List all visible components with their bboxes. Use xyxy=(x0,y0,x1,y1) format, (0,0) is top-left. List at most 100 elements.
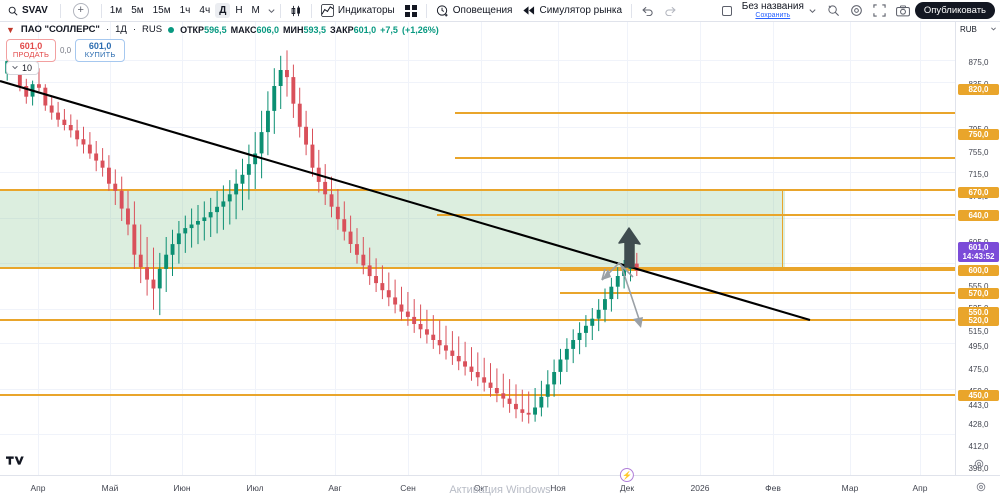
time-tick-2026: 2026 xyxy=(690,483,710,493)
level-label-570[interactable]: 570,0 xyxy=(958,288,999,299)
symbol-search[interactable]: SVAV xyxy=(0,0,56,22)
gridline-h xyxy=(0,343,955,344)
replay-icon xyxy=(522,5,535,16)
legend-separator: · xyxy=(132,24,136,35)
price-scale[interactable]: RUB 875,0 835,0 795,0 755,0 715,0 675,0 … xyxy=(955,22,1000,498)
chart-pane[interactable] xyxy=(0,22,955,475)
chevron-down-icon xyxy=(11,63,19,73)
quick-search-button[interactable] xyxy=(822,2,845,19)
symbol-label: SVAV xyxy=(22,5,48,16)
currency-selector[interactable]: RUB xyxy=(960,25,997,34)
timeframe-4h[interactable]: 4ч xyxy=(199,5,211,16)
ohlc-open-key: ОТКР xyxy=(180,24,205,35)
alerts-label: Оповещения xyxy=(452,5,513,16)
chevron-down-icon[interactable] xyxy=(267,6,276,15)
layout-name-button[interactable]: Без названия Сохранить xyxy=(737,0,822,21)
ohlc-high-key: МАКС xyxy=(230,24,257,35)
redo-button[interactable] xyxy=(659,3,682,18)
layouts-button[interactable] xyxy=(400,3,422,19)
level-label-520[interactable]: 520,0 xyxy=(958,315,999,326)
buy-button[interactable]: 601,0 КУПИТЬ xyxy=(75,39,126,63)
chevron-down-icon xyxy=(990,25,997,34)
search-icon xyxy=(8,6,18,16)
tradingview-logo-icon xyxy=(6,456,24,465)
divider xyxy=(100,3,102,18)
redo-icon xyxy=(664,5,677,16)
add-symbol-button[interactable]: + xyxy=(65,2,97,19)
level-line-450[interactable] xyxy=(0,394,955,396)
price-tick: 875,0 xyxy=(968,58,989,67)
level-label-750[interactable]: 750,0 xyxy=(958,129,999,140)
price-tick: 755,0 xyxy=(968,148,989,157)
sell-label: ПРОДАТЬ xyxy=(12,50,50,60)
fullscreen-button[interactable] xyxy=(868,2,891,19)
spread-value: 0,0 xyxy=(60,46,72,56)
trade-panel: 601,0 ПРОДАТЬ 0,0 601,0 КУПИТЬ xyxy=(6,39,126,63)
change-percent: (+1,26%) xyxy=(401,24,439,35)
gridline-v xyxy=(920,22,921,475)
timeframe-1h[interactable]: 1ч xyxy=(179,5,191,16)
indicators-icon xyxy=(320,4,334,17)
price-tick: 715,0 xyxy=(968,170,989,179)
time-scale-gear-icon[interactable] xyxy=(976,482,986,495)
time-tick-feb: Фев xyxy=(765,483,781,493)
chart-type-button[interactable] xyxy=(285,3,307,19)
alerts-button[interactable]: Оповещения xyxy=(431,2,518,19)
save-checkbox[interactable] xyxy=(717,4,737,18)
snapshot-button[interactable] xyxy=(891,3,915,19)
lightning-event-icon[interactable]: ⚡ xyxy=(619,468,634,482)
ohlc-open-value: 596,5 xyxy=(204,24,227,35)
level-label-450[interactable]: 450,0 xyxy=(958,390,999,401)
timeframe-15m[interactable]: 15м xyxy=(152,5,171,16)
price-scale-gear-icon[interactable] xyxy=(956,459,1000,472)
candlestick-series xyxy=(5,41,639,424)
change-value: +7,5 xyxy=(380,24,398,35)
timeframe-1d[interactable]: Д xyxy=(215,3,231,18)
quantity-selector[interactable]: 10 xyxy=(6,61,40,75)
last-price-badge[interactable]: 601,0 14:43:52 xyxy=(958,242,999,263)
sell-button[interactable]: 601,0 ПРОДАТЬ xyxy=(6,39,56,63)
level-label-600[interactable]: 600,0 xyxy=(958,265,999,276)
layout-save-link[interactable]: Сохранить xyxy=(755,12,791,20)
plus-circle-icon: + xyxy=(72,2,89,19)
gridline-h xyxy=(0,60,955,61)
level-label-550[interactable]: 550,0 xyxy=(958,307,999,318)
gridline-h xyxy=(0,389,955,390)
price-tick: 495,0 xyxy=(968,342,989,351)
undo-icon xyxy=(641,5,654,16)
camera-icon xyxy=(895,4,910,17)
indicators-button[interactable]: Индикаторы xyxy=(316,2,400,19)
settings-button[interactable] xyxy=(845,2,868,19)
candlestick-icon xyxy=(290,5,302,17)
timeframe-1m[interactable]: 1м xyxy=(109,5,123,16)
timeframe-1w[interactable]: Н xyxy=(235,5,243,16)
buy-label: КУПИТЬ xyxy=(84,50,116,60)
flag-icon: ▼ xyxy=(6,24,15,35)
timeframe-5m[interactable]: 5м xyxy=(131,5,144,16)
time-tick-may: Май xyxy=(101,483,119,493)
fullscreen-icon xyxy=(873,4,886,17)
level-label-640[interactable]: 640,0 xyxy=(958,210,999,221)
divider xyxy=(631,3,633,18)
legend-interval[interactable]: 1Д xyxy=(115,24,127,35)
price-tick: 398,0 xyxy=(968,464,989,473)
legend-symbol-title[interactable]: ПАО "СОЛЛЕРС" xyxy=(20,24,100,35)
time-tick-mar: Мар xyxy=(841,483,859,493)
time-tick-dec-label: Дек xyxy=(619,483,635,493)
replay-label: Симулятор рынка xyxy=(539,5,623,16)
replay-button[interactable]: Симулятор рынка xyxy=(517,3,627,18)
time-tick-sep: Сен xyxy=(400,483,416,493)
divider xyxy=(425,3,427,18)
publish-button[interactable]: Опубликовать xyxy=(914,2,995,19)
ohlc-close-key: ЗАКР xyxy=(330,24,354,35)
layout-title: Без названия xyxy=(741,0,804,12)
undo-button[interactable] xyxy=(636,3,659,18)
buy-price: 601,0 xyxy=(88,41,112,51)
market-open-dot xyxy=(168,26,175,33)
level-label-670[interactable]: 670,0 xyxy=(958,187,999,198)
indicators-label: Индикаторы xyxy=(337,5,395,16)
legend-exchange: RUS xyxy=(142,24,163,35)
timeframe-1mo[interactable]: М xyxy=(251,5,260,16)
level-label-820[interactable]: 820,0 xyxy=(958,84,999,95)
time-scale[interactable]: Апр Май Июн Июл Авг Сен Окт Ноя ⚡ Дек 20… xyxy=(0,468,1000,498)
